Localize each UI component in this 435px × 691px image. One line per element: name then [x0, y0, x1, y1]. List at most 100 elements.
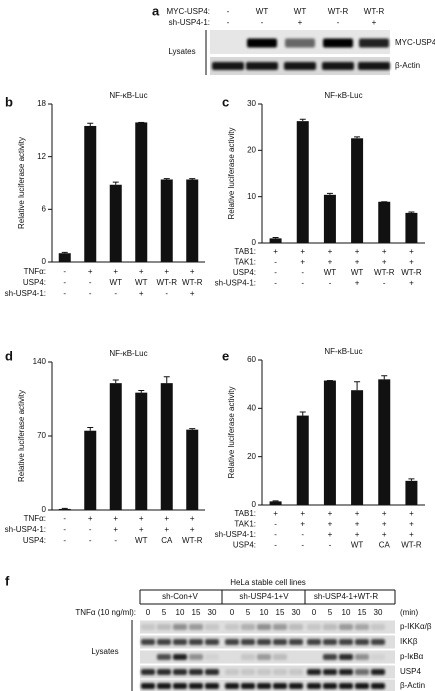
blot-band — [241, 639, 255, 645]
condition-value: - — [63, 267, 66, 276]
blot-band — [355, 683, 369, 689]
bar — [186, 179, 199, 262]
condition-value: + — [190, 525, 195, 534]
panel-letter: b — [5, 94, 13, 109]
bar — [405, 480, 418, 505]
blot-band — [173, 683, 187, 689]
time-label: 30 — [292, 608, 301, 617]
bar — [378, 201, 391, 243]
condition-value: + — [409, 509, 414, 518]
condition-value: + — [300, 247, 305, 256]
lane-label: - — [227, 18, 230, 27]
blot-band — [157, 654, 171, 660]
condition-value: + — [113, 514, 118, 523]
time-label: 10 — [342, 608, 351, 617]
blot-band — [189, 624, 203, 630]
condition-value: - — [274, 258, 277, 267]
group-name: sh-USP4-1+WT-R — [314, 592, 378, 601]
condition-value: WT-R — [182, 536, 203, 545]
blot-band — [189, 683, 203, 689]
blot-band — [157, 624, 171, 630]
blot-band — [173, 624, 187, 630]
condition-value: + — [139, 289, 144, 298]
condition-label: TAK1: — [234, 258, 256, 267]
condition-label: TAK1: — [234, 520, 256, 529]
panel-letter: c — [222, 94, 229, 109]
blot-band — [371, 669, 385, 675]
blot-band — [289, 669, 303, 675]
time-label: 30 — [208, 608, 217, 617]
y-tick-label: 10 — [247, 192, 256, 201]
time-label: 15 — [358, 608, 367, 617]
time-label: 5 — [162, 608, 167, 617]
blot-band — [189, 669, 203, 675]
blot-band — [157, 639, 171, 645]
bar — [135, 392, 148, 510]
condition-value: WT-R — [401, 541, 422, 550]
lane-label: + — [372, 18, 377, 27]
blot-band — [285, 38, 315, 48]
error-bar — [138, 390, 145, 393]
blot-band — [289, 624, 303, 630]
panel-letter: a — [152, 3, 160, 18]
condition-value: - — [383, 279, 386, 288]
time-label: 10 — [176, 608, 185, 617]
condition-value: + — [88, 267, 93, 276]
blot-band — [173, 639, 187, 645]
error-bar — [272, 236, 279, 239]
blot-band — [212, 62, 244, 70]
lane-label: + — [298, 18, 303, 27]
blot-band — [355, 654, 369, 660]
condition-label: USP4: — [233, 541, 256, 550]
error-bar — [354, 136, 361, 139]
error-bar — [299, 411, 306, 416]
blot-band — [307, 624, 321, 630]
blot-band — [355, 669, 369, 675]
y-axis-label: Relative luciferase activity — [227, 386, 236, 478]
blot-band — [225, 683, 239, 689]
blot-band — [225, 624, 239, 630]
condition-value: + — [190, 289, 195, 298]
condition-value: + — [328, 258, 333, 267]
blot-band — [205, 669, 219, 675]
blot-band — [339, 683, 353, 689]
condition-label: TNFα: — [24, 267, 46, 276]
blot-band — [205, 624, 219, 630]
blot-band — [141, 683, 155, 689]
blot-band — [323, 654, 337, 660]
chart-title: NF-κB-Luc — [109, 91, 147, 100]
error-bar — [112, 181, 119, 185]
y-tick-label: 6 — [42, 204, 47, 213]
error-bar — [112, 379, 119, 384]
panel-letter: e — [222, 348, 229, 363]
blot-band — [323, 683, 337, 689]
error-bar — [408, 211, 415, 213]
condition-value: - — [165, 289, 168, 298]
blot-band — [307, 683, 321, 689]
blot-band — [371, 683, 385, 689]
condition-value: + — [113, 267, 118, 276]
error-bar — [381, 375, 388, 380]
blot-band — [205, 683, 219, 689]
condition-value: - — [301, 279, 304, 288]
condition-value: - — [89, 536, 92, 545]
blot-band — [257, 654, 271, 660]
condition-value: - — [274, 541, 277, 550]
condition-value: + — [328, 509, 333, 518]
condition-value: + — [382, 520, 387, 529]
lane-label: WT-R — [364, 7, 385, 16]
condition-value: - — [63, 536, 66, 545]
bar — [84, 125, 97, 262]
bar — [135, 122, 148, 262]
condition-value: + — [409, 520, 414, 529]
condition-label: USP4: — [23, 278, 46, 287]
row-label: sh-USP4-1: — [169, 18, 210, 27]
y-tick-label: 140 — [33, 357, 47, 366]
bar — [323, 380, 336, 505]
blot-band — [141, 639, 155, 645]
condition-value: + — [409, 258, 414, 267]
blot-band — [307, 669, 321, 675]
time-label: 0 — [146, 608, 151, 617]
error-bar — [87, 427, 94, 431]
blot-band — [189, 654, 203, 660]
